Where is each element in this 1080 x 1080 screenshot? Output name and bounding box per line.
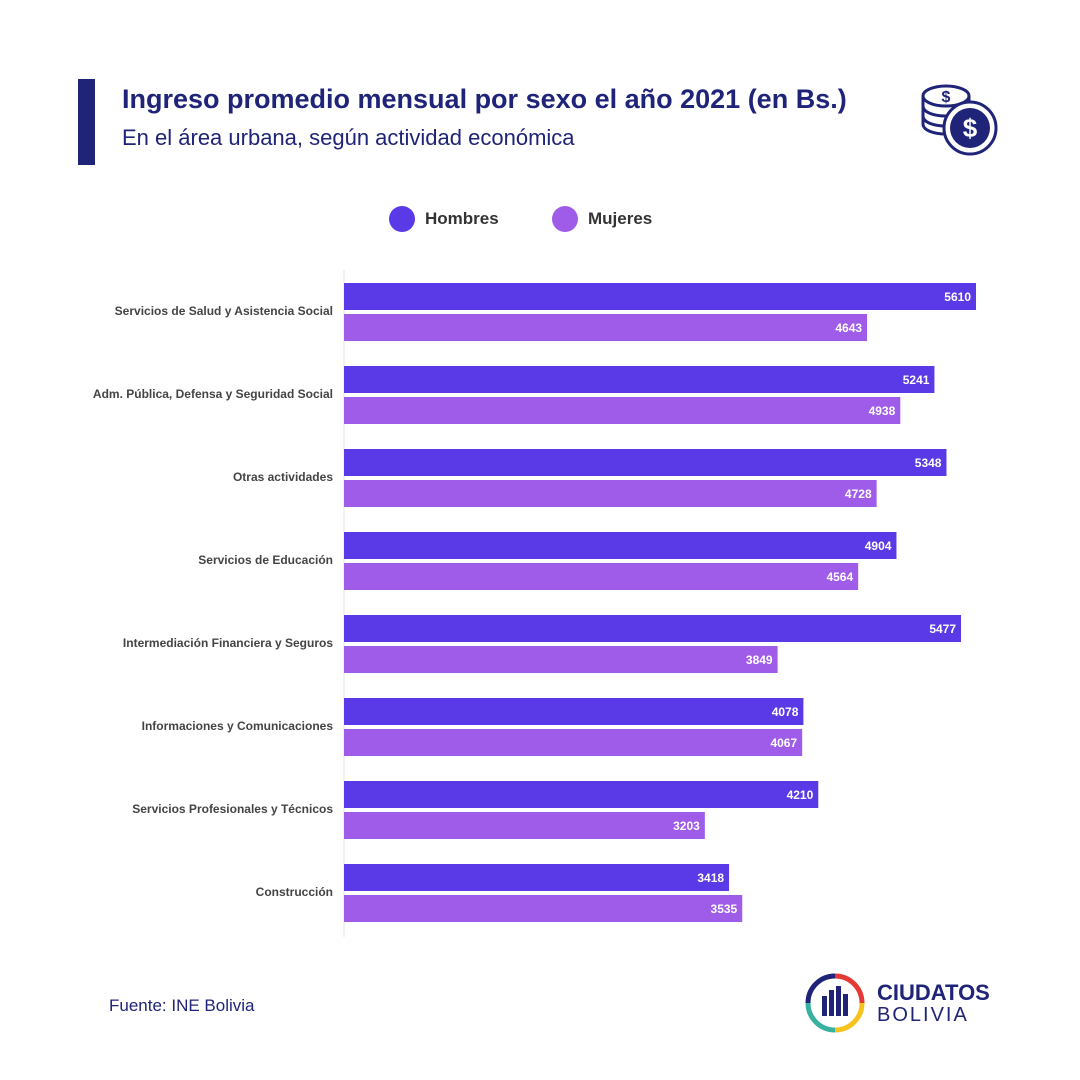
data-label-mujeres: 4067	[770, 736, 797, 750]
bar-mujeres	[344, 314, 868, 341]
title-accent-bar	[78, 79, 95, 165]
legend-label-hombres: Hombres	[425, 209, 499, 228]
bar-hombres	[344, 698, 804, 725]
bar-hombres	[344, 366, 935, 393]
brand-name: CIUDATOS	[877, 980, 990, 1005]
bar-chart: Servicios de Salud y Asistencia Social 56…	[93, 270, 976, 937]
data-label-mujeres: 4564	[826, 570, 853, 584]
bar-hombres	[344, 615, 962, 642]
bar-hombres	[344, 864, 730, 891]
chart-legend: Hombres Mujeres	[0, 206, 1080, 236]
bar-mujeres	[344, 397, 901, 424]
bar-hombres	[344, 449, 947, 476]
svg-text:$: $	[963, 113, 978, 143]
category-label: Informaciones y Comunicaciones	[142, 719, 334, 733]
source-note: Fuente: INE Bolivia	[109, 996, 255, 1015]
bar-mujeres	[344, 480, 877, 507]
data-label-mujeres: 3849	[746, 653, 773, 667]
bar-hombres	[344, 781, 819, 808]
brand-country: BOLIVIA	[877, 1004, 969, 1026]
data-label-hombres: 4904	[865, 539, 892, 553]
bar-hombres	[344, 283, 976, 310]
data-label-mujeres: 4938	[869, 404, 896, 418]
legend-item-hombres: Hombres	[389, 206, 499, 232]
bar-mujeres	[344, 729, 803, 756]
data-label-hombres: 5241	[903, 373, 930, 387]
bar-hombres	[344, 532, 897, 559]
category-label: Servicios de Salud y Asistencia Social	[115, 304, 333, 318]
legend-item-mujeres: Mujeres	[552, 206, 652, 232]
data-label-mujeres: 4643	[835, 321, 862, 335]
data-label-hombres: 5610	[944, 290, 971, 304]
data-label-mujeres: 4728	[845, 487, 872, 501]
category-label: Otras actividades	[233, 470, 333, 484]
legend-label-mujeres: Mujeres	[588, 209, 653, 228]
category-label: Servicios de Educación	[198, 553, 333, 567]
svg-text:$: $	[942, 89, 951, 106]
data-label-mujeres: 3203	[673, 819, 700, 833]
data-label-hombres: 4078	[772, 705, 799, 719]
bar-mujeres	[344, 563, 859, 590]
category-label: Adm. Pública, Defensa y Seguridad Social	[93, 387, 333, 401]
bar-mujeres	[344, 646, 778, 673]
ciudatos-logo-icon	[805, 973, 865, 1033]
legend-swatch-mujeres	[552, 206, 578, 232]
chart-title: Ingreso promedio mensual por sexo el año…	[122, 84, 847, 114]
category-label: Servicios Profesionales y Técnicos	[132, 802, 333, 816]
category-label: Construcción	[256, 885, 333, 899]
data-label-hombres: 5477	[929, 622, 956, 636]
data-label-hombres: 4210	[787, 788, 814, 802]
data-label-hombres: 3418	[697, 871, 724, 885]
brand-logo-block: CIUDATOS BOLIVIA	[802, 970, 1002, 1040]
chart-subtitle: En el área urbana, según actividad econó…	[122, 125, 575, 150]
legend-swatch-hombres	[389, 206, 415, 232]
data-label-hombres: 5348	[915, 456, 942, 470]
bar-mujeres	[344, 812, 705, 839]
category-label: Intermediación Financiera y Seguros	[123, 636, 333, 650]
coins-dollar-icon: $ $	[921, 84, 998, 156]
bar-mujeres	[344, 895, 743, 922]
data-label-mujeres: 3535	[711, 902, 738, 916]
